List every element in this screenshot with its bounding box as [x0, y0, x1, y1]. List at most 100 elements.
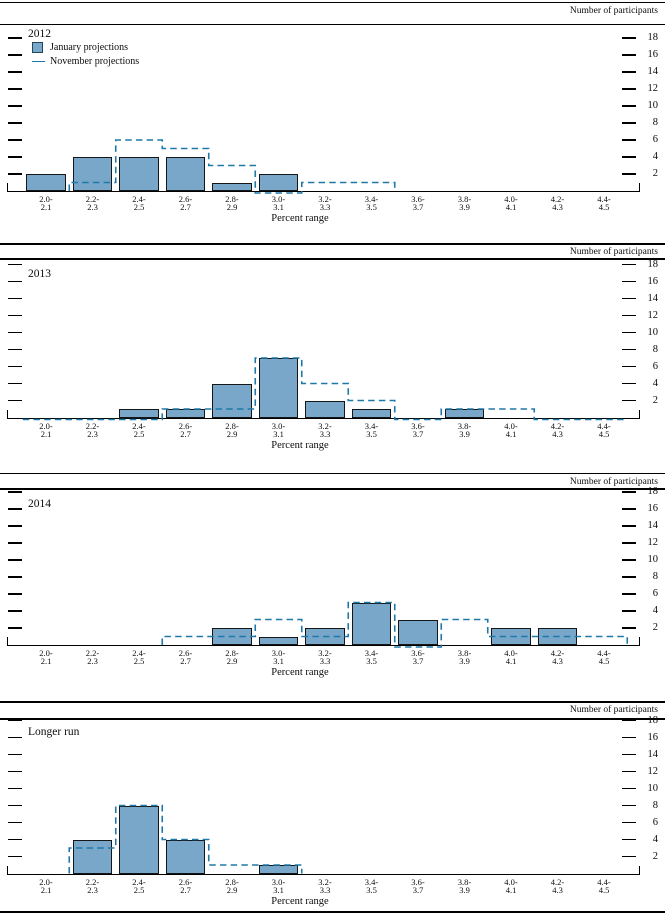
y-tick-label: 4	[652, 833, 658, 845]
x-tick-label: 2.2- 2.3	[85, 420, 100, 439]
y-tick-label: 14	[647, 520, 659, 531]
y-tick-label: 18	[647, 714, 659, 726]
x-tick-label: 2.8- 2.9	[225, 648, 239, 667]
x-tick-label: 3.2- 3.3	[318, 876, 332, 895]
y-tick-right	[622, 508, 636, 510]
y-tick-label: 16	[647, 503, 659, 514]
y-tick-left	[8, 122, 22, 124]
x-tick-label: 2.4- 2.5	[132, 648, 146, 667]
y-tick-left	[8, 263, 22, 266]
x-tick-label: 2.0- 2.1	[39, 648, 53, 667]
legend-january-label: January projections	[50, 42, 129, 53]
y-tick-right	[622, 753, 636, 756]
y-tick-left	[8, 593, 22, 595]
x-tick-label: 2.0- 2.1	[39, 876, 53, 895]
y-tick-left	[8, 37, 22, 39]
axis-end-cap	[638, 865, 640, 874]
y-tick-left	[8, 139, 22, 141]
y-axis-title: Number of participants	[569, 705, 658, 715]
x-tick-label: 2.2- 2.3	[85, 194, 100, 213]
panel-header-rule	[0, 23, 665, 25]
x-tick-label: 2.6- 2.7	[178, 420, 193, 439]
x-tick-label: 4.4- 4.5	[597, 648, 611, 667]
y-tick-label: 14	[647, 748, 659, 760]
x-tick-label: 4.4- 4.5	[597, 194, 611, 213]
x-tick-label: 3.8- 3.9	[457, 194, 472, 213]
x-tick-label: 4.0- 4.1	[504, 648, 518, 667]
november-projections-line	[68, 139, 396, 194]
y-tick-right	[622, 627, 636, 629]
y-tick-right	[622, 559, 636, 561]
november-line-swatch	[32, 61, 45, 62]
y-tick-label: 16	[647, 49, 659, 60]
y-tick-right	[622, 314, 636, 317]
y-tick-right	[622, 787, 636, 790]
panel-title: 2014	[28, 498, 51, 510]
x-tick-label: 2.2- 2.3	[85, 876, 100, 895]
y-tick-left	[8, 105, 22, 107]
y-tick-label: 2	[652, 168, 658, 179]
x-tick-label: 3.0- 3.1	[271, 876, 286, 895]
y-tick-right	[622, 54, 636, 56]
x-tick-label: 4.0- 4.1	[504, 194, 518, 213]
axis-end-cap	[638, 637, 640, 645]
panel-top-rule	[0, 243, 665, 245]
y-tick-left	[8, 365, 22, 368]
y-tick-label: 6	[652, 360, 658, 372]
bar-2.6-2.7	[165, 839, 206, 874]
y-tick-right	[622, 525, 636, 527]
y-axis-title: Number of participants	[569, 247, 658, 257]
y-tick-left	[8, 855, 22, 858]
y-tick-left	[8, 88, 22, 90]
x-tick-label: 2.4- 2.5	[132, 194, 146, 213]
y-tick-label: 14	[647, 66, 659, 77]
y-tick-right	[622, 88, 636, 90]
y-tick-label: 8	[652, 117, 658, 128]
y-tick-left	[8, 627, 22, 629]
panel-top-rule	[0, 472, 665, 474]
y-tick-right	[622, 280, 636, 283]
y-tick-right	[622, 838, 636, 841]
panel-title: 2012	[28, 28, 51, 40]
x-axis-title: Percent range	[271, 895, 329, 907]
y-tick-right	[622, 105, 636, 107]
x-tick-label: 3.6- 3.7	[411, 194, 425, 213]
y-tick-right	[622, 348, 636, 351]
y-tick-right	[622, 139, 636, 141]
y-tick-label: 2	[652, 622, 658, 633]
bar-3.0-3.1	[258, 174, 299, 191]
y-tick-left	[8, 610, 22, 612]
x-tick-label: 3.0- 3.1	[271, 194, 286, 213]
plot-area-2012: 2 4 6 8 10 12 14 16 18 2.0- 2.1 2.2- 2.3 2.4- 2.5 2.…	[0, 0, 665, 230]
y-tick-left	[8, 559, 22, 561]
plot-area-2014: 2 4 6 8 10 12 14 16 18 2.0- 2.1 2.2- 2.3 2.4- 2.5 2.…	[0, 460, 665, 690]
bar-3.8-3.9	[444, 409, 485, 418]
y-tick-right	[622, 576, 636, 578]
x-tick-label: 4.4- 4.5	[597, 420, 611, 439]
x-tick-label: 2.6- 2.7	[178, 876, 193, 895]
y-tick-label: 10	[647, 554, 659, 565]
y-tick-right	[622, 382, 636, 385]
legend-november-label: November projections	[50, 56, 140, 67]
x-axis-line	[7, 645, 640, 647]
axis-end-cap	[7, 865, 9, 874]
x-tick-label: 2.4- 2.5	[132, 876, 146, 895]
y-tick-right	[622, 173, 636, 175]
y-tick-right	[622, 37, 636, 39]
y-tick-label: 12	[647, 537, 659, 548]
x-tick-label: 4.4- 4.5	[597, 876, 611, 895]
y-tick-left	[8, 399, 22, 402]
y-tick-left	[8, 719, 22, 722]
y-tick-right	[622, 71, 636, 73]
x-tick-label: 2.6- 2.7	[178, 194, 193, 213]
y-tick-right	[622, 610, 636, 612]
x-tick-label: 2.4- 2.5	[132, 420, 146, 439]
y-tick-right	[622, 821, 636, 824]
y-tick-right	[622, 331, 636, 334]
y-tick-label: 10	[647, 326, 659, 338]
bar-2.8-2.9	[212, 383, 252, 418]
y-tick-left	[8, 787, 22, 790]
bar-2.2-2.3	[72, 157, 113, 191]
bar-3.0-3.1	[258, 358, 299, 418]
